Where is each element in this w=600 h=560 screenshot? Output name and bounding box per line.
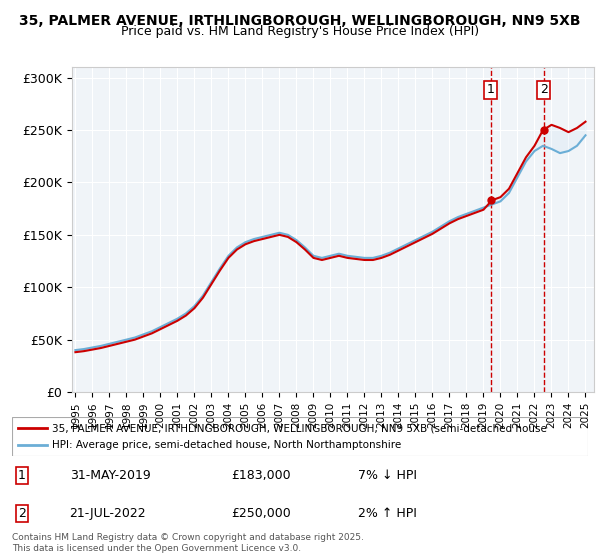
- Text: 2: 2: [540, 83, 548, 96]
- Text: 2: 2: [18, 507, 26, 520]
- Text: Price paid vs. HM Land Registry's House Price Index (HPI): Price paid vs. HM Land Registry's House …: [121, 25, 479, 38]
- Text: 1: 1: [18, 469, 26, 482]
- Text: 35, PALMER AVENUE, IRTHLINGBOROUGH, WELLINGBOROUGH, NN9 5XB (semi-detached house: 35, PALMER AVENUE, IRTHLINGBOROUGH, WELL…: [52, 423, 547, 433]
- Text: £250,000: £250,000: [231, 507, 290, 520]
- Text: HPI: Average price, semi-detached house, North Northamptonshire: HPI: Average price, semi-detached house,…: [52, 440, 401, 450]
- Text: 21-JUL-2022: 21-JUL-2022: [70, 507, 146, 520]
- Text: £183,000: £183,000: [231, 469, 290, 482]
- Text: Contains HM Land Registry data © Crown copyright and database right 2025.
This d: Contains HM Land Registry data © Crown c…: [12, 533, 364, 553]
- Text: 7% ↓ HPI: 7% ↓ HPI: [358, 469, 416, 482]
- Text: 1: 1: [487, 83, 494, 96]
- Text: 31-MAY-2019: 31-MAY-2019: [70, 469, 151, 482]
- Text: 35, PALMER AVENUE, IRTHLINGBOROUGH, WELLINGBOROUGH, NN9 5XB: 35, PALMER AVENUE, IRTHLINGBOROUGH, WELL…: [19, 14, 581, 28]
- Text: 2% ↑ HPI: 2% ↑ HPI: [358, 507, 416, 520]
